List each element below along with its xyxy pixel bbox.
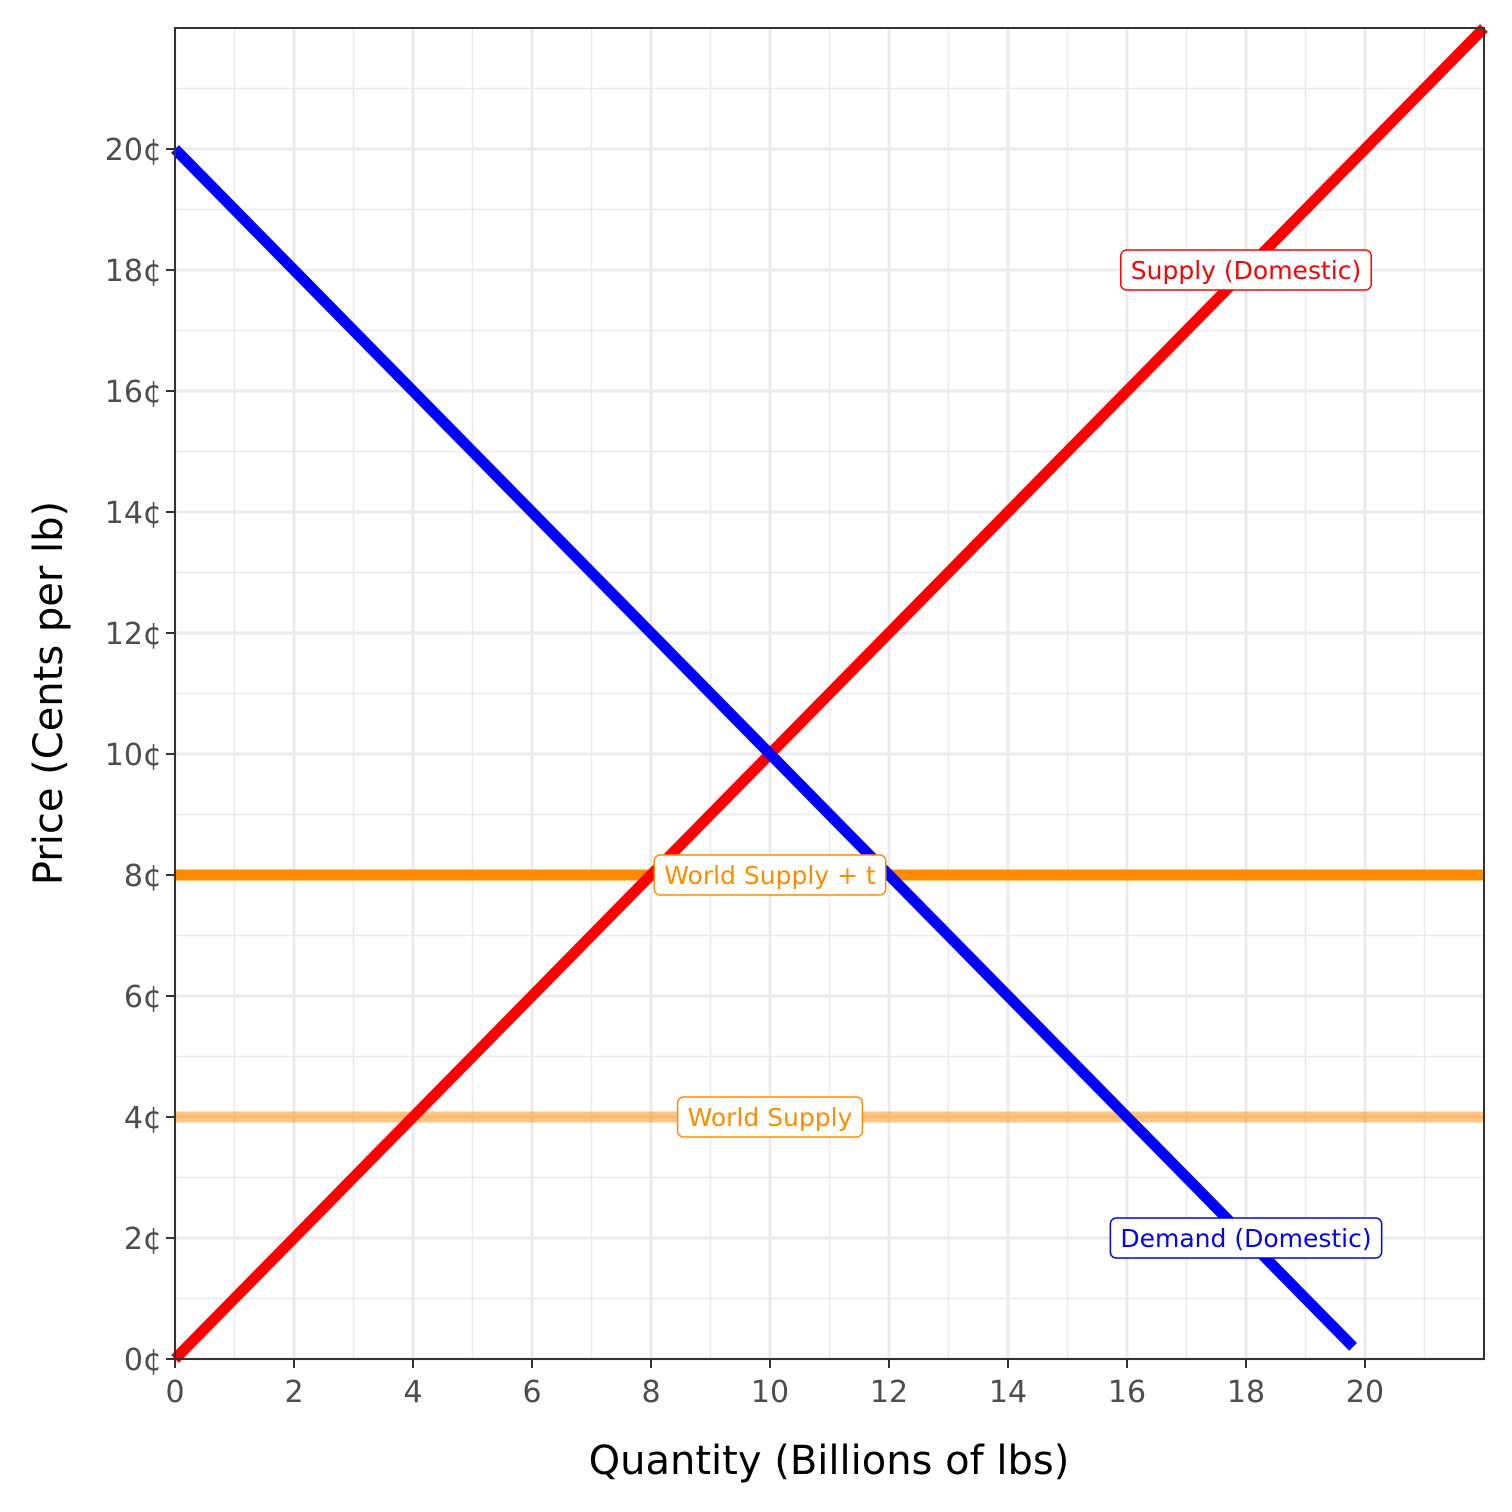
curve-label-text: Demand (Domestic) (1120, 1224, 1371, 1253)
y-tick-label: 4¢ (124, 1101, 162, 1136)
y-tick-label: 2¢ (124, 1222, 162, 1257)
y-tick-label: 6¢ (124, 980, 162, 1015)
x-tick-label: 16 (1108, 1375, 1146, 1410)
y-tick-label: 14¢ (105, 496, 162, 531)
x-tick-label: 4 (403, 1375, 422, 1410)
x-tick-label: 12 (870, 1375, 908, 1410)
x-tick-label: 8 (641, 1375, 660, 1410)
curve-label: Demand (Domestic) (1109, 1217, 1383, 1259)
curve-label-box (676, 1096, 864, 1138)
curve-label: World Supply + t (653, 854, 887, 896)
y-tick-label: 18¢ (105, 254, 162, 289)
curve-label-text: World Supply (688, 1103, 853, 1132)
x-tick-label: 6 (522, 1375, 541, 1410)
curve-label: World Supply (676, 1096, 864, 1138)
curve-label-text: World Supply + t (664, 861, 876, 890)
demand-domestic-line (171, 145, 1358, 1351)
y-tick-label: 10¢ (105, 738, 162, 773)
y-tick-label: 8¢ (124, 859, 162, 894)
x-tick-label: 20 (1346, 1375, 1384, 1410)
curve-labels: Supply (Domestic) World Supply + t World S… (653, 249, 1383, 1259)
curve-label-box (1109, 1217, 1383, 1259)
x-tick-label: 10 (751, 1375, 789, 1410)
x-axis-title: Quantity (Billions of lbs) (589, 1438, 1070, 1484)
curve-label: Supply (Domestic) (1120, 249, 1372, 291)
y-axis: 0¢ 2¢ 4¢ 6¢ 8¢ 10¢ 12¢ 14¢ 16¢ 18¢ 20¢ (105, 133, 175, 1378)
curve-label-box (1120, 249, 1372, 291)
curve-label-text: Supply (Domestic) (1131, 256, 1361, 285)
y-tick-label: 16¢ (105, 375, 162, 410)
y-axis-title: Price (Cents per lb) (26, 501, 72, 885)
y-tick-label: 12¢ (105, 617, 162, 652)
y-tick-label: 20¢ (105, 133, 162, 168)
x-tick-label: 0 (165, 1375, 184, 1410)
x-tick-label: 14 (989, 1375, 1027, 1410)
y-tick-label: 0¢ (124, 1343, 162, 1378)
panel-border (174, 27, 1485, 1360)
x-tick-label: 2 (284, 1375, 303, 1410)
x-tick-label: 18 (1227, 1375, 1265, 1410)
curve-label-box (653, 854, 887, 896)
x-axis: 0 2 4 6 8 10 12 14 16 18 20 (165, 1359, 1384, 1410)
